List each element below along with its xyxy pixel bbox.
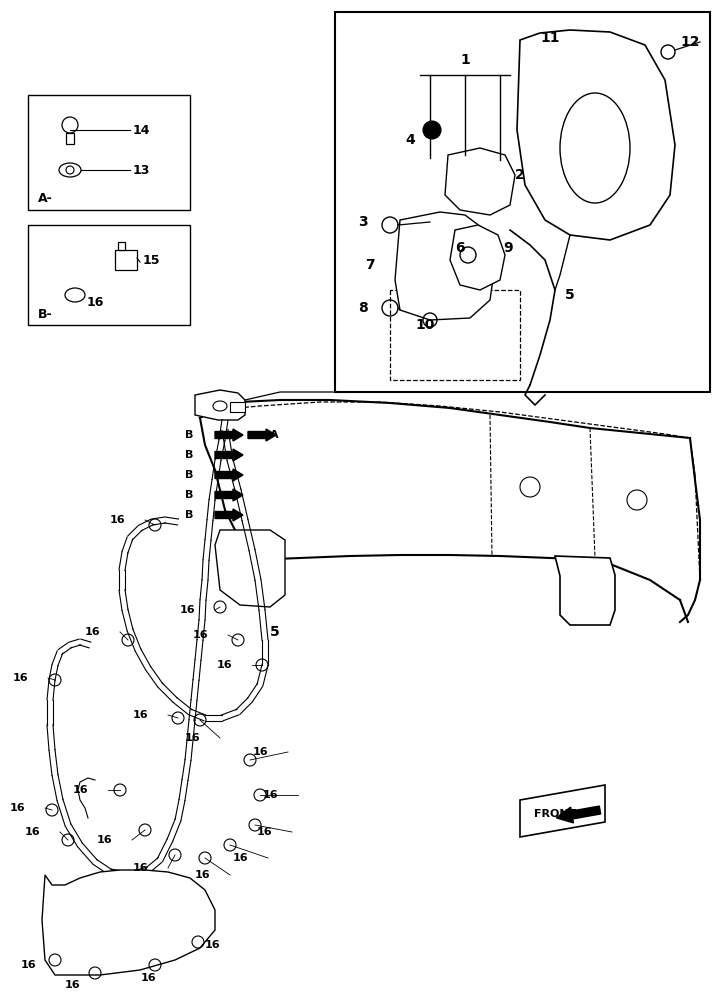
Text: 16: 16 xyxy=(194,870,210,880)
Text: 14: 14 xyxy=(133,123,150,136)
Text: 16: 16 xyxy=(262,790,278,800)
Text: 11: 11 xyxy=(540,31,559,45)
Polygon shape xyxy=(28,95,190,210)
Text: 16: 16 xyxy=(12,673,28,683)
Text: 5: 5 xyxy=(270,625,280,639)
Text: 16: 16 xyxy=(64,980,80,990)
Text: 16: 16 xyxy=(184,733,200,743)
Text: 16: 16 xyxy=(9,803,25,813)
Text: 7: 7 xyxy=(365,258,374,272)
Text: 16: 16 xyxy=(109,515,125,525)
Polygon shape xyxy=(450,225,505,290)
Text: 16: 16 xyxy=(84,627,100,637)
Polygon shape xyxy=(517,30,675,240)
Text: 12: 12 xyxy=(680,35,700,49)
Polygon shape xyxy=(118,242,125,250)
Text: B: B xyxy=(184,450,193,460)
Text: B: B xyxy=(184,510,193,520)
Text: 4: 4 xyxy=(405,133,415,147)
Text: 16: 16 xyxy=(233,853,248,863)
Text: B: B xyxy=(184,470,193,480)
Text: 16: 16 xyxy=(192,630,208,640)
Text: 9: 9 xyxy=(503,241,513,255)
Text: FRONT: FRONT xyxy=(534,809,576,819)
Text: 1: 1 xyxy=(460,53,469,67)
Circle shape xyxy=(423,121,441,139)
Text: 16: 16 xyxy=(140,973,156,983)
FancyArrow shape xyxy=(557,806,600,823)
Polygon shape xyxy=(215,530,285,607)
Polygon shape xyxy=(335,12,710,392)
Polygon shape xyxy=(520,785,605,837)
Text: 3: 3 xyxy=(358,215,368,229)
Text: 10: 10 xyxy=(415,318,434,332)
Polygon shape xyxy=(555,556,615,625)
Text: 8: 8 xyxy=(358,301,368,315)
Text: B: B xyxy=(184,490,193,500)
Polygon shape xyxy=(445,148,515,215)
Polygon shape xyxy=(395,212,495,320)
Polygon shape xyxy=(230,402,245,412)
Text: 6: 6 xyxy=(455,241,464,255)
FancyArrow shape xyxy=(215,509,243,521)
Polygon shape xyxy=(195,390,245,420)
Text: B-: B- xyxy=(38,308,53,322)
Text: 16: 16 xyxy=(217,660,232,670)
Text: 16: 16 xyxy=(24,827,40,837)
Text: 16: 16 xyxy=(253,747,268,757)
FancyArrow shape xyxy=(215,489,243,501)
Polygon shape xyxy=(42,870,215,975)
Text: 16: 16 xyxy=(204,940,220,950)
Text: 16: 16 xyxy=(256,827,272,837)
Text: 2: 2 xyxy=(515,168,525,182)
Text: B: B xyxy=(184,430,193,440)
Text: 16: 16 xyxy=(132,863,148,873)
Text: 5: 5 xyxy=(565,288,575,302)
Text: A: A xyxy=(270,430,279,440)
Polygon shape xyxy=(115,250,137,270)
Text: 13: 13 xyxy=(133,163,150,176)
FancyArrow shape xyxy=(215,469,243,481)
Text: 16: 16 xyxy=(87,296,104,310)
FancyArrow shape xyxy=(248,429,276,441)
Text: A-: A- xyxy=(38,192,53,205)
Polygon shape xyxy=(28,225,190,325)
Text: 15: 15 xyxy=(143,253,161,266)
Text: 16: 16 xyxy=(96,835,112,845)
FancyArrow shape xyxy=(215,449,243,461)
Text: 16: 16 xyxy=(179,605,195,615)
Text: 16: 16 xyxy=(132,710,148,720)
Polygon shape xyxy=(66,133,74,144)
Text: 16: 16 xyxy=(73,785,88,795)
FancyArrow shape xyxy=(215,429,243,441)
Text: 16: 16 xyxy=(20,960,36,970)
